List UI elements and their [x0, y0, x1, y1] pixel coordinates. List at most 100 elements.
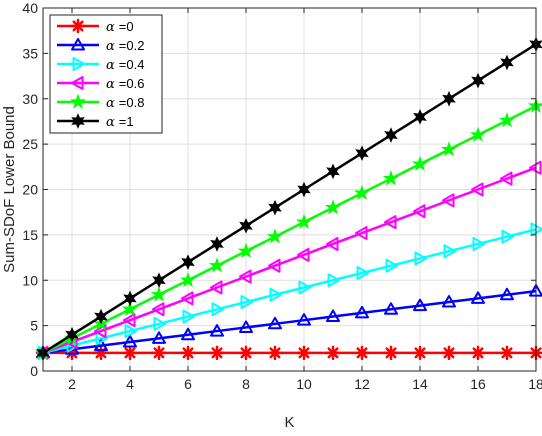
data-point-marker	[266, 228, 284, 244]
series-3	[36, 160, 542, 360]
data-point-marker	[440, 141, 458, 157]
y-axis-title: Sum-SDoF Lower Bound	[1, 106, 18, 273]
data-point-marker	[209, 345, 225, 361]
data-point-marker	[411, 155, 429, 171]
data-point-marker	[326, 163, 340, 180]
data-point-marker	[268, 258, 281, 273]
legend-alpha-value: =0	[119, 19, 134, 34]
legend-alpha-value: =0.6	[119, 76, 145, 91]
data-point-marker	[181, 254, 195, 270]
legend-alpha-value: =0.4	[119, 57, 145, 72]
data-point-marker	[469, 126, 487, 142]
data-point-marker	[382, 170, 400, 186]
x-tick-label: 2	[68, 376, 76, 392]
ticks: 2 4 6 8 10 12 14 16 18 0 5 10 15 20 25 30 35 40	[22, 0, 542, 392]
data-point-marker	[441, 345, 457, 361]
data-point-marker	[442, 193, 455, 208]
data-point-marker	[123, 334, 137, 348]
legend-label: α =0	[106, 19, 134, 35]
y-tick-label: 10	[22, 272, 38, 288]
x-axis-title: K	[284, 414, 294, 431]
data-point-marker	[71, 76, 84, 90]
data-point-marker	[326, 309, 340, 323]
data-point-marker	[384, 127, 398, 143]
data-point-marker	[383, 345, 399, 361]
data-point-marker	[384, 302, 398, 315]
data-point-marker	[94, 308, 108, 325]
legend-label: α =0.8	[106, 95, 144, 111]
data-point-marker	[442, 295, 456, 308]
legend-item: α =0.2	[57, 38, 144, 54]
y-tick-label: 35	[22, 45, 38, 61]
data-point-marker	[208, 257, 226, 273]
legend-item: α =0.4	[57, 57, 144, 73]
data-point-marker	[238, 345, 254, 361]
data-point-marker	[151, 345, 167, 361]
legend-item: α =0.8	[57, 93, 144, 111]
data-point-marker	[499, 345, 515, 361]
data-point-marker	[356, 265, 369, 280]
data-point-marker	[72, 57, 85, 71]
data-point-marker	[295, 213, 313, 230]
data-point-marker	[150, 286, 168, 302]
data-point-marker	[471, 72, 485, 89]
series-0	[35, 345, 542, 361]
x-tick-label: 10	[296, 376, 312, 392]
data-point-marker	[500, 287, 514, 301]
x-tick-label: 8	[242, 376, 250, 392]
data-point-marker	[70, 18, 86, 34]
data-point-marker	[211, 302, 224, 317]
y-tick-label: 20	[22, 182, 38, 198]
series-5	[36, 36, 542, 361]
data-point-marker	[471, 291, 485, 304]
data-point-marker	[498, 112, 516, 128]
data-point-marker	[122, 345, 138, 361]
legend-alpha-value: =0.2	[119, 38, 145, 53]
data-point-marker	[65, 326, 79, 343]
data-point-marker	[413, 298, 427, 312]
data-point-marker	[182, 309, 195, 324]
data-point-marker	[123, 290, 137, 307]
data-point-marker	[152, 331, 166, 344]
x-tick-label: 16	[470, 376, 486, 392]
data-point-marker	[500, 54, 514, 71]
legend-alpha-symbol: α	[106, 20, 115, 35]
data-point-marker	[355, 226, 368, 241]
legend-label: α =0.2	[106, 38, 144, 54]
legend-box	[49, 14, 163, 134]
data-point-marker	[268, 199, 282, 216]
legend-alpha-symbol: α	[106, 77, 115, 92]
data-point-marker	[324, 199, 342, 215]
data-point-marker	[297, 247, 310, 262]
data-point-marker	[121, 300, 139, 317]
x-tick-label: 18	[528, 376, 542, 392]
x-tick-label: 14	[412, 376, 428, 392]
data-point-marker	[239, 269, 252, 284]
y-tick-label: 0	[30, 363, 38, 379]
data-point-marker	[385, 258, 398, 273]
data-point-marker	[210, 324, 224, 337]
legend-label: α =0.6	[106, 76, 144, 92]
data-point-marker	[123, 313, 136, 328]
legend-item: α =0	[57, 18, 134, 35]
legend-alpha-value: =1	[119, 114, 134, 129]
data-point-marker	[442, 90, 456, 107]
data-point-marker	[354, 345, 370, 361]
data-point-marker	[240, 295, 253, 310]
legend-item: α =0.6	[57, 76, 144, 92]
data-point-marker	[179, 271, 197, 288]
data-point-marker	[69, 93, 87, 109]
data-point-marker	[269, 287, 282, 302]
legend-item: α =1	[57, 113, 134, 130]
data-point-marker	[181, 291, 194, 306]
data-point-marker	[268, 316, 282, 330]
legend-alpha-symbol: α	[106, 96, 115, 111]
data-point-marker	[237, 242, 255, 259]
data-point-marker	[239, 320, 253, 333]
data-point-marker	[412, 345, 428, 361]
y-tick-label: 15	[22, 227, 38, 243]
data-point-marker	[210, 236, 224, 252]
data-point-marker	[152, 302, 165, 317]
data-point-marker	[94, 338, 108, 352]
